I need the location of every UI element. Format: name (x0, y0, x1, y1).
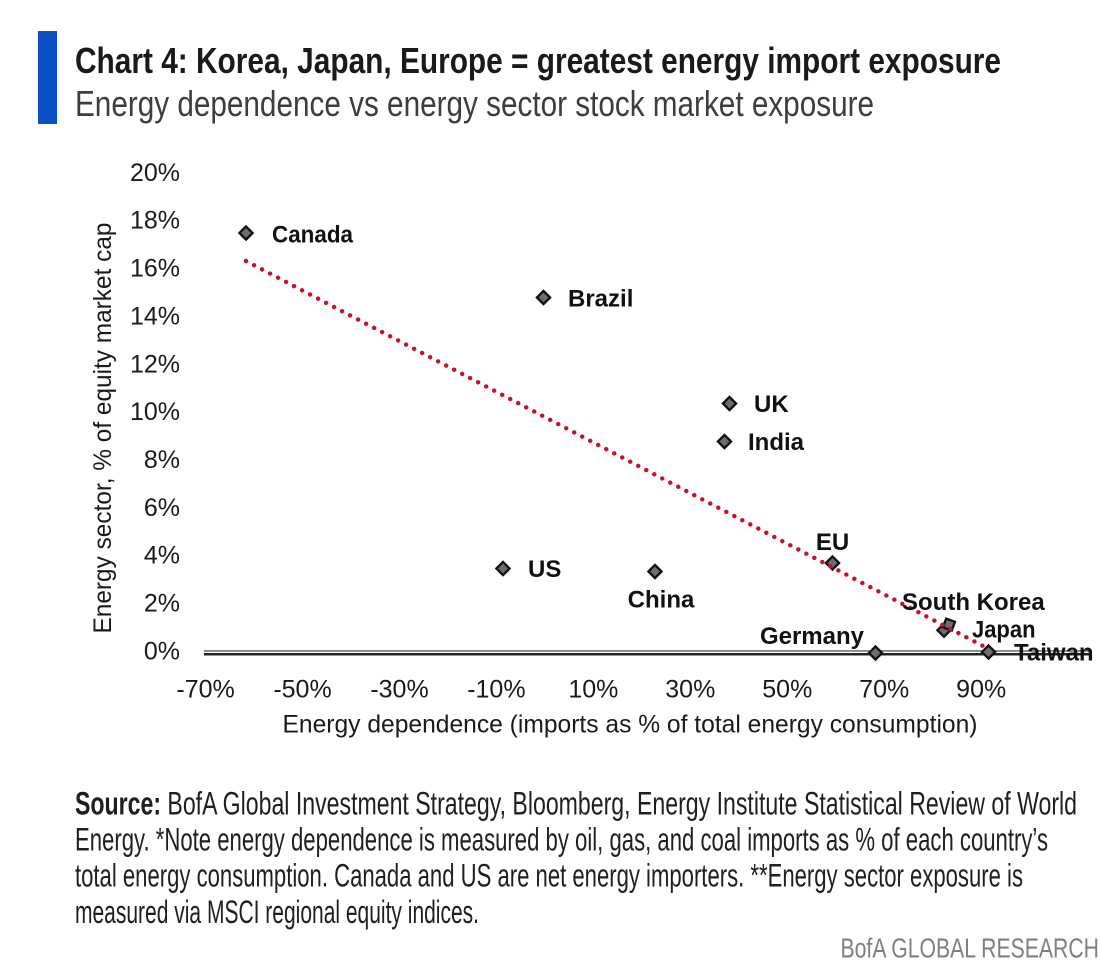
svg-text:BofA GLOBAL RESEARCH: BofA GLOBAL RESEARCH (841, 933, 1100, 964)
svg-text:12%: 12% (130, 350, 180, 378)
svg-text:18%: 18% (130, 207, 180, 235)
svg-text:-10%: -10% (467, 676, 525, 704)
svg-text:Canada: Canada (272, 222, 354, 249)
svg-text:EU: EU (816, 529, 849, 556)
svg-text:-50%: -50% (273, 676, 331, 704)
svg-text:measured via MSCI regional equ: measured via MSCI regional equity indice… (75, 894, 479, 930)
svg-text:South Korea: South Korea (902, 589, 1045, 616)
svg-text:90%: 90% (956, 676, 1006, 704)
svg-text:Chart 4: Korea, Japan, Europe: Chart 4: Korea, Japan, Europe = greatest… (75, 40, 1001, 81)
svg-text:6%: 6% (144, 494, 180, 522)
svg-text:10%: 10% (130, 398, 180, 426)
svg-text:8%: 8% (144, 446, 180, 474)
svg-text:16%: 16% (130, 255, 180, 283)
svg-text:50%: 50% (762, 676, 812, 704)
svg-text:Source: BofA Global Investment: Source: BofA Global Investment Strategy,… (75, 785, 1077, 821)
svg-text:0%: 0% (144, 637, 180, 665)
svg-text:China: China (628, 587, 695, 614)
svg-text:Energy dependence vs energy se: Energy dependence vs energy sector stock… (75, 83, 874, 124)
svg-text:-30%: -30% (370, 676, 428, 704)
svg-text:total energy consumption. Cana: total energy consumption. Canada and US … (75, 858, 1023, 894)
svg-text:20%: 20% (130, 159, 180, 187)
svg-text:70%: 70% (859, 676, 909, 704)
svg-text:Taiwan: Taiwan (1014, 640, 1094, 667)
svg-text:Energy. *Note energy dependenc: Energy. *Note energy dependence is measu… (75, 821, 1048, 857)
svg-text:Japan: Japan (972, 617, 1036, 644)
svg-text:10%: 10% (568, 676, 618, 704)
svg-text:4%: 4% (144, 542, 180, 570)
svg-text:2%: 2% (144, 590, 180, 618)
svg-text:US: US (528, 556, 561, 583)
svg-text:Energy sector, % of equity mar: Energy sector, % of equity market cap (89, 223, 117, 634)
svg-text:14%: 14% (130, 302, 180, 330)
svg-text:-70%: -70% (176, 676, 234, 704)
svg-text:UK: UK (754, 391, 789, 418)
svg-text:India: India (748, 429, 805, 456)
svg-text:30%: 30% (665, 676, 715, 704)
svg-text:Germany: Germany (760, 623, 865, 650)
svg-text:Energy dependence (imports as: Energy dependence (imports as % of total… (283, 710, 978, 738)
svg-text:Brazil: Brazil (568, 286, 633, 313)
